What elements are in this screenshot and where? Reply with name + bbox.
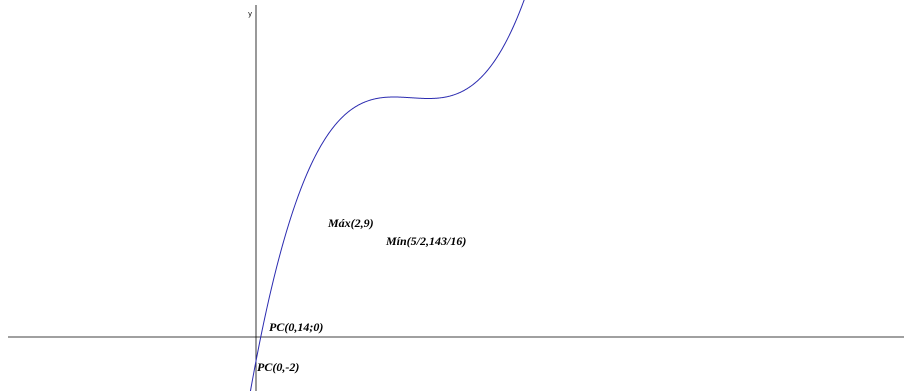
x-intercept-label: PC(0,14;0) (269, 320, 323, 334)
min-point-label: Mín(5/2,143/16) (385, 234, 466, 248)
max-point-label: Máx(2,9) (327, 216, 374, 230)
y-intercept-label: PC(0,-2) (257, 360, 299, 374)
y-axis-label: y (248, 10, 252, 18)
cubic-curve (249, 0, 525, 391)
